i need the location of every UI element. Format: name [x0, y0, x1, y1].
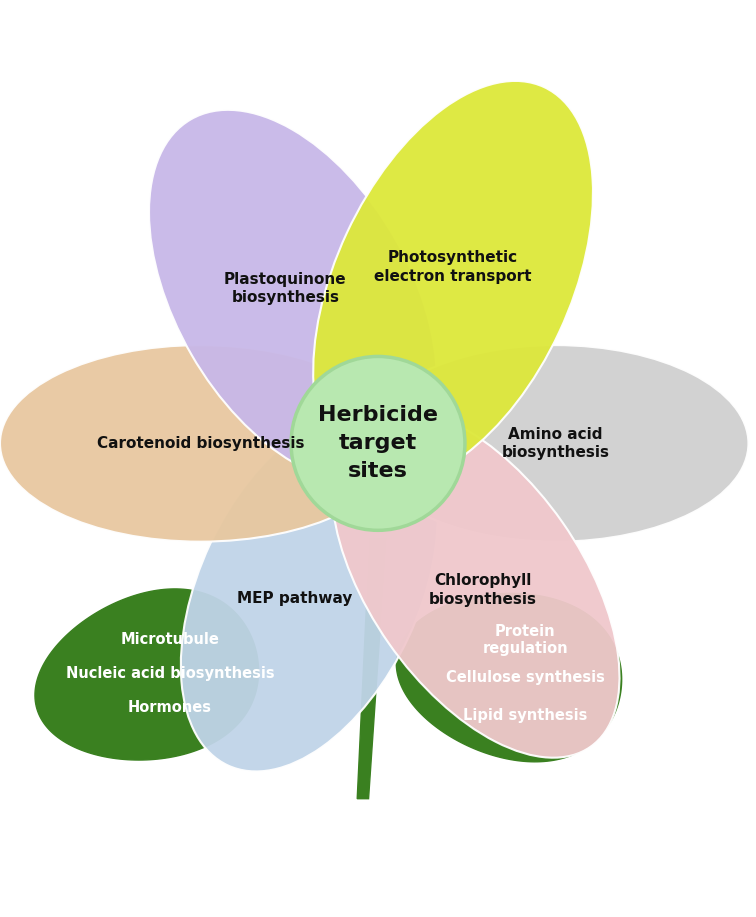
Ellipse shape [181, 410, 438, 771]
Ellipse shape [363, 345, 748, 542]
Ellipse shape [0, 345, 401, 542]
Ellipse shape [149, 110, 437, 482]
Text: Protein
regulation: Protein regulation [482, 624, 569, 657]
Polygon shape [396, 593, 621, 762]
Text: Carotenoid biosynthesis: Carotenoid biosynthesis [97, 436, 304, 451]
Text: Lipid synthesis: Lipid synthesis [463, 708, 587, 723]
Text: Chlorophyll
biosynthesis: Chlorophyll biosynthesis [429, 573, 537, 607]
Text: Herbicide
target
sites: Herbicide target sites [318, 405, 438, 481]
Text: Hormones: Hormones [128, 701, 212, 715]
Text: Amino acid
biosynthesis: Amino acid biosynthesis [502, 426, 609, 460]
Ellipse shape [313, 81, 593, 484]
Text: Cellulose synthesis: Cellulose synthesis [446, 670, 605, 685]
Text: Plastoquinone
biosynthesis: Plastoquinone biosynthesis [224, 271, 347, 305]
Text: Microtubule: Microtubule [121, 633, 219, 647]
Text: Photosynthetic
electron transport: Photosynthetic electron transport [374, 250, 531, 284]
Circle shape [291, 357, 465, 530]
Ellipse shape [332, 408, 619, 757]
Text: MEP pathway: MEP pathway [237, 591, 352, 606]
Polygon shape [357, 538, 386, 799]
Text: Nucleic acid biosynthesis: Nucleic acid biosynthesis [66, 667, 274, 681]
Polygon shape [35, 589, 259, 760]
